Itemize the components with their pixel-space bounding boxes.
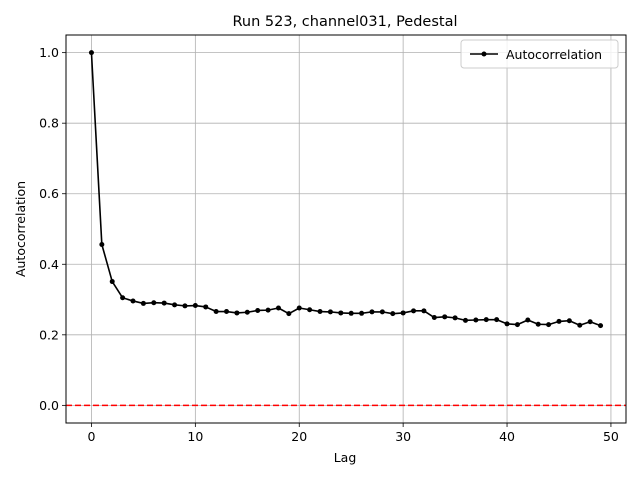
y-tick-label: 1.0 (39, 45, 59, 60)
x-tick-label: 30 (395, 429, 411, 444)
data-point (494, 317, 500, 323)
data-point (359, 310, 365, 316)
x-tick-label: 50 (603, 429, 619, 444)
data-point (307, 307, 313, 313)
plot-area (66, 35, 626, 423)
data-point (546, 322, 552, 328)
data-point (577, 322, 583, 328)
data-point (473, 317, 479, 323)
x-tick-label: 40 (499, 429, 515, 444)
data-point (400, 310, 406, 316)
data-point (213, 309, 219, 315)
x-tick-label: 10 (187, 429, 203, 444)
data-point (192, 303, 198, 309)
legend-box (460, 39, 619, 69)
data-point (109, 279, 115, 285)
y-tick-label: 0.0 (39, 398, 59, 413)
data-point (535, 321, 541, 327)
data-point (244, 309, 250, 315)
data-point (338, 310, 344, 316)
data-point (172, 302, 178, 308)
x-tick-label: 20 (291, 429, 307, 444)
data-point (130, 298, 136, 304)
data-point (504, 321, 510, 327)
x-axis-label: Lag (334, 450, 357, 465)
data-point (265, 307, 271, 313)
data-point (442, 314, 448, 320)
data-point (483, 317, 489, 323)
data-point (327, 309, 333, 315)
data-point (379, 309, 385, 315)
data-point (151, 300, 157, 306)
data-point (369, 309, 375, 315)
series-layer (88, 50, 604, 329)
x-tick-label: 0 (87, 429, 95, 444)
data-point (120, 295, 126, 301)
data-point (203, 304, 209, 310)
y-axis-label: Autocorrelation (13, 181, 28, 277)
data-point (234, 310, 240, 316)
y-tick-label: 0.8 (39, 116, 59, 131)
legend: Autocorrelation (460, 39, 619, 69)
y-tick-label: 0.2 (39, 327, 59, 342)
data-point (452, 315, 458, 321)
data-point (556, 318, 562, 324)
data-point (411, 308, 417, 314)
data-point (140, 300, 146, 306)
chart-title: Run 523, channel031, Pedestal (232, 14, 457, 30)
data-point (421, 308, 427, 314)
legend-marker-sample (481, 51, 487, 57)
data-point (286, 311, 292, 317)
x-axis-ticks: 0 10 20 30 40 50 (87, 423, 619, 444)
data-point (348, 310, 354, 316)
data-point (431, 315, 437, 321)
data-point (390, 311, 396, 317)
y-axis-ticks: 0.0 0.2 0.4 0.6 0.8 1.0 (39, 45, 66, 413)
data-point (255, 307, 261, 313)
data-point (514, 322, 520, 328)
data-point (275, 305, 281, 311)
data-point (566, 318, 572, 324)
data-point (598, 323, 604, 329)
data-point (99, 242, 105, 248)
data-point (88, 50, 94, 56)
legend-label: Autocorrelation (506, 47, 602, 62)
plot-frame (65, 34, 627, 424)
grid-lines (66, 35, 626, 423)
data-point (296, 305, 302, 311)
data-point (587, 319, 593, 325)
data-point (462, 317, 468, 323)
data-point (317, 309, 323, 315)
y-tick-label: 0.4 (39, 257, 59, 272)
y-tick-label: 0.6 (39, 186, 59, 201)
data-point (224, 309, 230, 315)
data-point (161, 300, 167, 306)
data-point (182, 303, 188, 309)
data-point (525, 317, 531, 323)
